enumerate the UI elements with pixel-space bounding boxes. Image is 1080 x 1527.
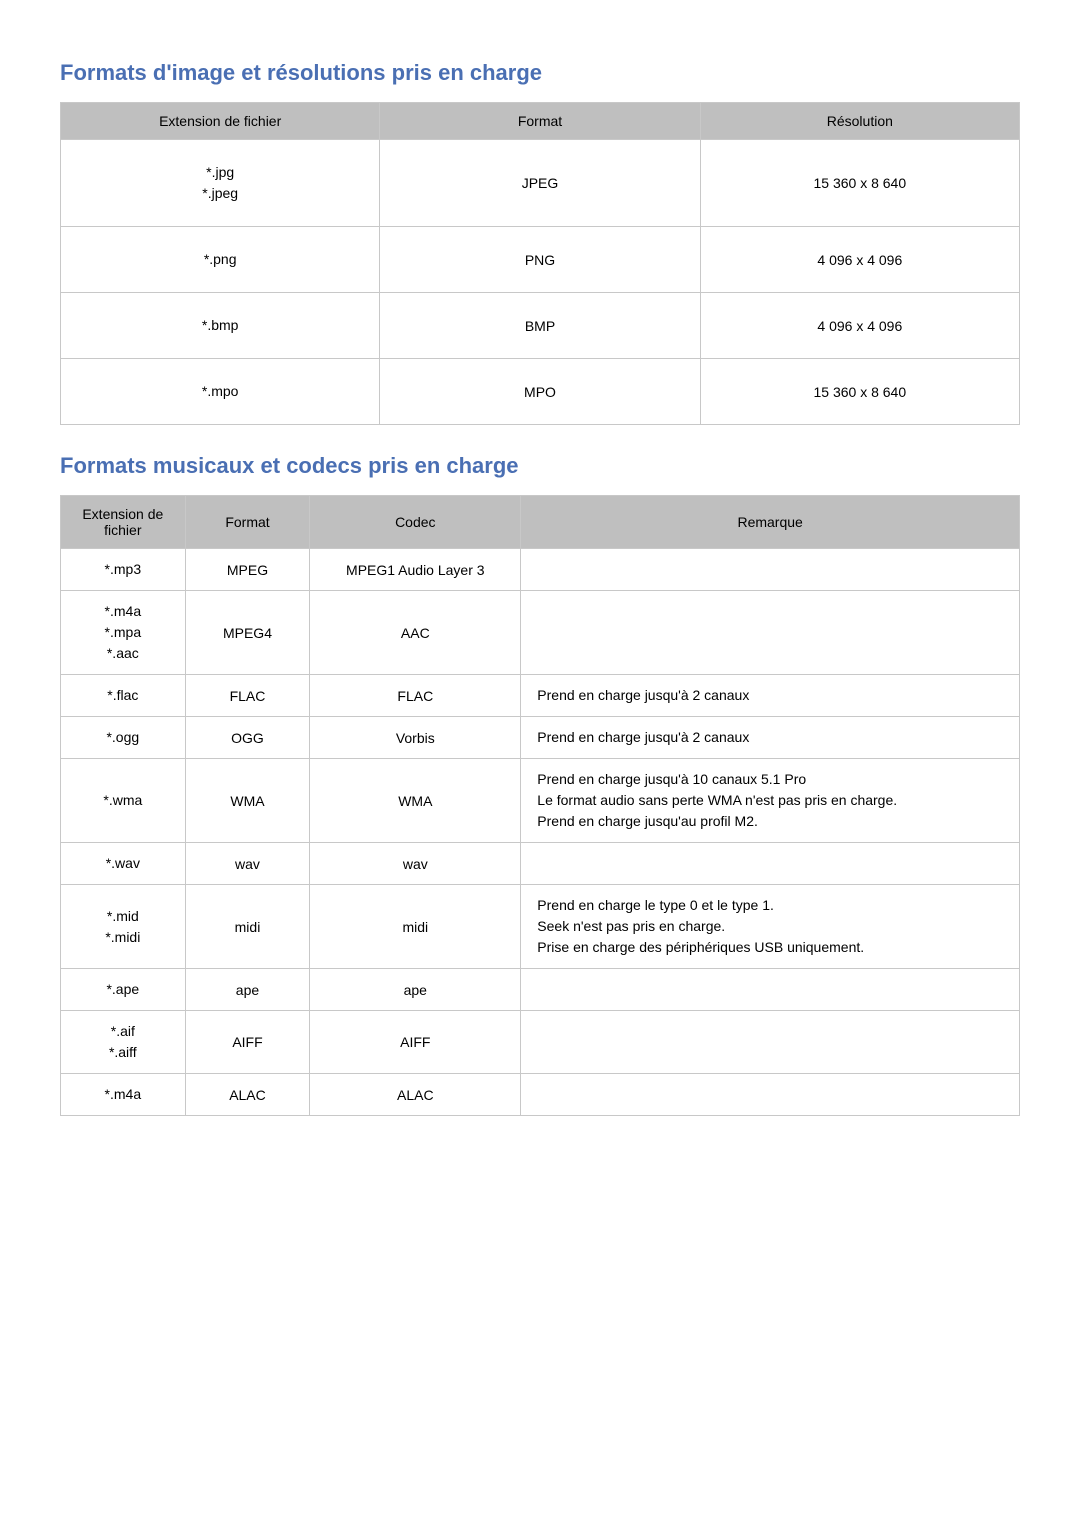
cell-format: JPEG: [380, 140, 700, 227]
cell-format: AIFF: [185, 1011, 310, 1074]
cell-codec: wav: [310, 843, 521, 885]
image-table-body: *.jpg*.jpegJPEG15 360 x 8 640*.pngPNG4 0…: [61, 140, 1020, 425]
cell-remark: [521, 591, 1020, 675]
image-formats-heading: Formats d'image et résolutions pris en c…: [60, 60, 1020, 86]
cell-extension: *.m4a*.mpa*.aac: [61, 591, 186, 675]
cell-codec: MPEG1 Audio Layer 3: [310, 549, 521, 591]
cell-format: BMP: [380, 293, 700, 359]
cell-extension: *.aif*.aiff: [61, 1011, 186, 1074]
music-formats-table: Extension de fichier Format Codec Remarq…: [60, 495, 1020, 1116]
cell-remark: [521, 969, 1020, 1011]
cell-remark: Prend en charge le type 0 et le type 1.S…: [521, 885, 1020, 969]
table-row: *.pngPNG4 096 x 4 096: [61, 227, 1020, 293]
image-formats-table: Extension de fichier Format Résolution *…: [60, 102, 1020, 425]
table-row: *.apeapeape: [61, 969, 1020, 1011]
table-row: *.m4a*.mpa*.aacMPEG4AAC: [61, 591, 1020, 675]
cell-extension: *.jpg*.jpeg: [61, 140, 380, 227]
cell-codec: Vorbis: [310, 717, 521, 759]
col-extension: Extension de fichier: [61, 496, 186, 549]
cell-remark: [521, 549, 1020, 591]
table-row: *.mp3MPEGMPEG1 Audio Layer 3: [61, 549, 1020, 591]
table-header-row: Extension de fichier Format Codec Remarq…: [61, 496, 1020, 549]
cell-format: MPEG4: [185, 591, 310, 675]
cell-codec: ape: [310, 969, 521, 1011]
cell-remark: [521, 1011, 1020, 1074]
music-formats-heading: Formats musicaux et codecs pris en charg…: [60, 453, 1020, 479]
col-remark: Remarque: [521, 496, 1020, 549]
cell-extension: *.bmp: [61, 293, 380, 359]
cell-extension: *.flac: [61, 675, 186, 717]
cell-extension: *.wma: [61, 759, 186, 843]
cell-codec: ALAC: [310, 1074, 521, 1116]
col-extension: Extension de fichier: [61, 103, 380, 140]
cell-remark: [521, 1074, 1020, 1116]
cell-resolution: 4 096 x 4 096: [700, 227, 1019, 293]
cell-format: MPO: [380, 359, 700, 425]
cell-codec: FLAC: [310, 675, 521, 717]
cell-extension: *.mpo: [61, 359, 380, 425]
cell-remark: Prend en charge jusqu'à 10 canaux 5.1 Pr…: [521, 759, 1020, 843]
col-codec: Codec: [310, 496, 521, 549]
cell-format: PNG: [380, 227, 700, 293]
cell-remark: [521, 843, 1020, 885]
music-table-body: *.mp3MPEGMPEG1 Audio Layer 3*.m4a*.mpa*.…: [61, 549, 1020, 1116]
cell-format: MPEG: [185, 549, 310, 591]
cell-resolution: 4 096 x 4 096: [700, 293, 1019, 359]
table-row: *.oggOGGVorbisPrend en charge jusqu'à 2 …: [61, 717, 1020, 759]
table-row: *.m4aALACALAC: [61, 1074, 1020, 1116]
cell-format: WMA: [185, 759, 310, 843]
cell-format: OGG: [185, 717, 310, 759]
table-row: *.wmaWMAWMAPrend en charge jusqu'à 10 ca…: [61, 759, 1020, 843]
cell-format: midi: [185, 885, 310, 969]
table-row: *.flacFLACFLACPrend en charge jusqu'à 2 …: [61, 675, 1020, 717]
table-row: *.wavwavwav: [61, 843, 1020, 885]
cell-format: ape: [185, 969, 310, 1011]
table-row: *.bmpBMP4 096 x 4 096: [61, 293, 1020, 359]
table-row: *.jpg*.jpegJPEG15 360 x 8 640: [61, 140, 1020, 227]
table-row: *.aif*.aiffAIFFAIFF: [61, 1011, 1020, 1074]
cell-remark: Prend en charge jusqu'à 2 canaux: [521, 717, 1020, 759]
cell-resolution: 15 360 x 8 640: [700, 359, 1019, 425]
table-row: *.mpoMPO15 360 x 8 640: [61, 359, 1020, 425]
cell-codec: WMA: [310, 759, 521, 843]
table-row: *.mid*.midimidimidiPrend en charge le ty…: [61, 885, 1020, 969]
col-format: Format: [380, 103, 700, 140]
cell-extension: *.ogg: [61, 717, 186, 759]
cell-extension: *.ape: [61, 969, 186, 1011]
cell-extension: *.m4a: [61, 1074, 186, 1116]
cell-format: ALAC: [185, 1074, 310, 1116]
col-resolution: Résolution: [700, 103, 1019, 140]
table-header-row: Extension de fichier Format Résolution: [61, 103, 1020, 140]
cell-format: wav: [185, 843, 310, 885]
col-format: Format: [185, 496, 310, 549]
cell-remark: Prend en charge jusqu'à 2 canaux: [521, 675, 1020, 717]
cell-resolution: 15 360 x 8 640: [700, 140, 1019, 227]
cell-codec: AAC: [310, 591, 521, 675]
cell-codec: midi: [310, 885, 521, 969]
cell-codec: AIFF: [310, 1011, 521, 1074]
cell-extension: *.mid*.midi: [61, 885, 186, 969]
cell-extension: *.wav: [61, 843, 186, 885]
cell-extension: *.mp3: [61, 549, 186, 591]
cell-format: FLAC: [185, 675, 310, 717]
cell-extension: *.png: [61, 227, 380, 293]
